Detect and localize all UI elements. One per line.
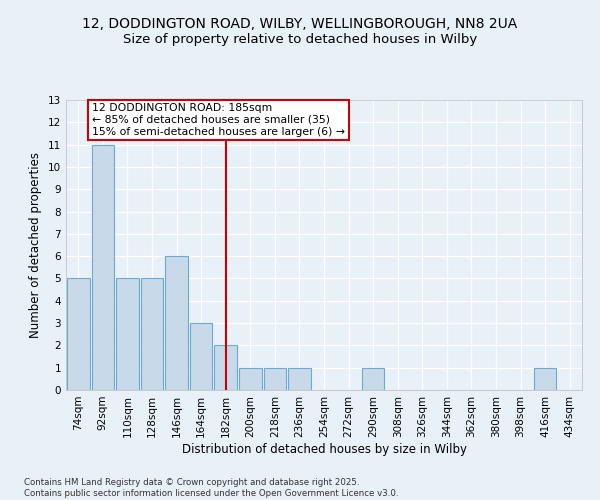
Bar bbox=[165, 256, 188, 390]
X-axis label: Distribution of detached houses by size in Wilby: Distribution of detached houses by size … bbox=[182, 442, 467, 456]
Bar bbox=[140, 278, 163, 390]
Bar bbox=[116, 278, 139, 390]
Bar bbox=[92, 144, 114, 390]
Bar bbox=[263, 368, 286, 390]
Y-axis label: Number of detached properties: Number of detached properties bbox=[29, 152, 43, 338]
Text: Contains HM Land Registry data © Crown copyright and database right 2025.
Contai: Contains HM Land Registry data © Crown c… bbox=[24, 478, 398, 498]
Bar bbox=[190, 323, 212, 390]
Bar bbox=[534, 368, 556, 390]
Bar bbox=[239, 368, 262, 390]
Bar bbox=[67, 278, 89, 390]
Bar bbox=[214, 346, 237, 390]
Text: Size of property relative to detached houses in Wilby: Size of property relative to detached ho… bbox=[123, 32, 477, 46]
Bar bbox=[362, 368, 385, 390]
Text: 12 DODDINGTON ROAD: 185sqm
← 85% of detached houses are smaller (35)
15% of semi: 12 DODDINGTON ROAD: 185sqm ← 85% of deta… bbox=[92, 104, 345, 136]
Bar bbox=[288, 368, 311, 390]
Text: 12, DODDINGTON ROAD, WILBY, WELLINGBOROUGH, NN8 2UA: 12, DODDINGTON ROAD, WILBY, WELLINGBOROU… bbox=[82, 18, 518, 32]
